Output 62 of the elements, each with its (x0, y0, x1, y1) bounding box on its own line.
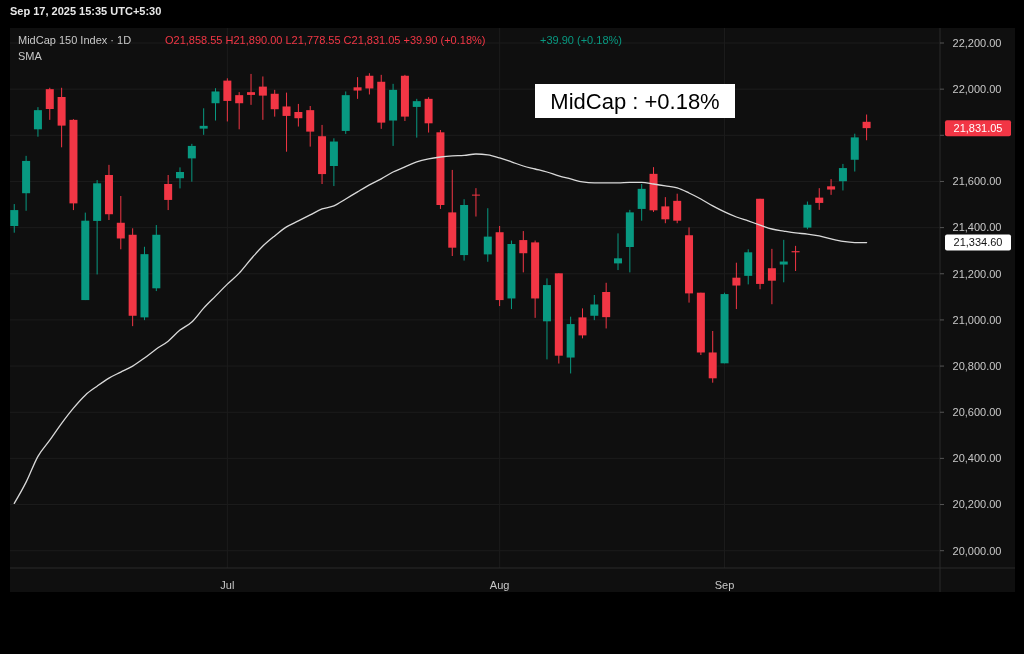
candlestick (10, 203, 19, 234)
candlestick (223, 77, 232, 122)
y-tick-label: 20,200.00 (952, 498, 1002, 511)
candlestick (519, 230, 528, 273)
candlestick (838, 163, 847, 191)
x-tick-label: Sep (714, 579, 735, 591)
y-tick-label: 22,200.00 (952, 36, 1002, 49)
annotation: MidCap : +0.18% (550, 88, 720, 114)
candlestick (483, 207, 492, 263)
candlestick (353, 76, 362, 100)
candlestick (850, 133, 859, 173)
candlestick (578, 307, 587, 339)
candlestick (33, 106, 42, 138)
candlestick (637, 183, 646, 222)
candlestick (247, 73, 256, 106)
y-tick-label: 21,000.00 (952, 313, 1002, 326)
candlestick (45, 87, 54, 121)
candlestick (306, 105, 315, 148)
candlestick (862, 114, 871, 141)
text: 21,334.60 (953, 236, 1003, 249)
candlestick (803, 201, 812, 230)
text: 21,831.05 (953, 121, 1003, 134)
y-tick-label: 22,000.00 (952, 83, 1002, 95)
candlestick (732, 262, 741, 310)
candlestick (235, 91, 244, 130)
x-tick-label: Aug (489, 579, 510, 591)
y-tick-label: 21,200.00 (952, 267, 1002, 280)
candlestick (270, 89, 279, 118)
candlestick (164, 174, 173, 211)
y-tick-label: 20,800.00 (952, 359, 1002, 372)
candlestick (282, 92, 291, 153)
candlestick (211, 87, 220, 122)
candlestick (661, 196, 670, 224)
candlestick (815, 187, 824, 211)
annotation: +39.90 (+0.18%) (540, 34, 622, 46)
candlestick (744, 248, 753, 285)
text: MidCap 150 Index · 1D (18, 34, 132, 46)
candlestick (176, 166, 184, 189)
y-tick-label: 21,400.00 (952, 221, 1002, 234)
candlestick (779, 239, 788, 283)
candlestick (116, 195, 125, 250)
candlestick (827, 178, 836, 196)
text: Sep 17, 2025 15:35 UTC+5:30 (10, 5, 162, 17)
candlestick (258, 75, 267, 121)
candlestick (187, 143, 196, 183)
candlestick (767, 248, 776, 305)
candlestick (673, 193, 682, 224)
candlestick (590, 294, 599, 321)
x-tick-label: Jul (220, 579, 235, 591)
candlestick (471, 187, 480, 218)
y-tick-label: 20,000.00 (952, 544, 1002, 557)
text: SMA (18, 50, 43, 62)
line-series (13, 153, 868, 505)
candlestick (412, 98, 421, 139)
candlestick (199, 107, 208, 136)
y-tick-label: 20,400.00 (952, 452, 1002, 465)
candlestick (365, 72, 374, 95)
annotation: O21,858.55 H21,890.00 L21,778.55 C21,831.05 +39.90 (+0.18%) (165, 34, 486, 46)
candlestick (294, 103, 303, 128)
candlestick (614, 232, 622, 271)
y-tick-label: 21,600.00 (952, 175, 1002, 188)
y-tick-label: 20,600.00 (952, 406, 1002, 419)
